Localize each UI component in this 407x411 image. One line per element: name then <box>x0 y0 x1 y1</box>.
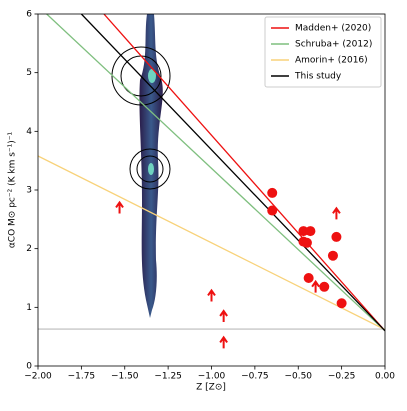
lower-limit-arrow <box>332 206 341 220</box>
series-line <box>80 14 385 332</box>
data-point <box>303 273 314 283</box>
density-peak <box>148 69 156 83</box>
y-tick-label: 1 <box>26 303 32 313</box>
x-tick-label: −0.75 <box>241 372 269 382</box>
data-point <box>301 237 312 248</box>
contour <box>136 155 164 183</box>
legend-label: Schruba+ (2012) <box>295 40 372 50</box>
plot-area <box>38 14 385 349</box>
x-tick-label: −1.50 <box>111 372 139 382</box>
x-tick-label: 0.00 <box>375 372 395 382</box>
x-tick-label: −0.25 <box>328 372 356 382</box>
x-tick-label: −2.00 <box>24 372 52 382</box>
y-tick-label: 0 <box>26 362 32 372</box>
contour <box>129 148 171 190</box>
data-point <box>336 298 347 309</box>
data-point <box>327 250 338 261</box>
y-tick-label: 3 <box>26 186 32 196</box>
lower-limit-arrow <box>219 309 228 322</box>
data-point <box>305 226 316 237</box>
x-tick-label: −1.75 <box>68 372 96 382</box>
series-line <box>103 14 385 332</box>
lower-limit-arrow <box>115 200 124 214</box>
lower-limit-arrow <box>219 335 228 349</box>
y-tick-label: 2 <box>26 244 32 254</box>
legend-box <box>264 16 382 88</box>
data-point <box>267 205 278 216</box>
y-tick-label: 6 <box>26 10 32 20</box>
lower-limit-arrow <box>207 288 216 302</box>
series-line <box>46 14 385 332</box>
y-axis-label: αCO M⊙ pc⁻² (K km s⁻¹)⁻¹ <box>8 131 18 248</box>
x-tick-label: −1.25 <box>154 372 182 382</box>
density-peak <box>148 163 154 175</box>
legend-label: Amorin+ (2016) <box>295 56 368 66</box>
x-tick-label: −0.50 <box>284 372 312 382</box>
x-axis-label: Z [Z⊙] <box>196 383 226 393</box>
data-point <box>267 187 278 198</box>
y-tick-label: 5 <box>26 68 32 78</box>
series-line <box>38 155 385 331</box>
legend-label: Madden+ (2020) <box>295 24 371 34</box>
x-tick-label: −1.00 <box>198 372 226 382</box>
data-point <box>298 226 309 237</box>
legend-label: This study <box>294 72 342 82</box>
y-tick-label: 4 <box>26 127 32 137</box>
data-point <box>331 231 342 242</box>
lower-limit-arrow <box>311 279 320 293</box>
data-point <box>319 281 330 292</box>
